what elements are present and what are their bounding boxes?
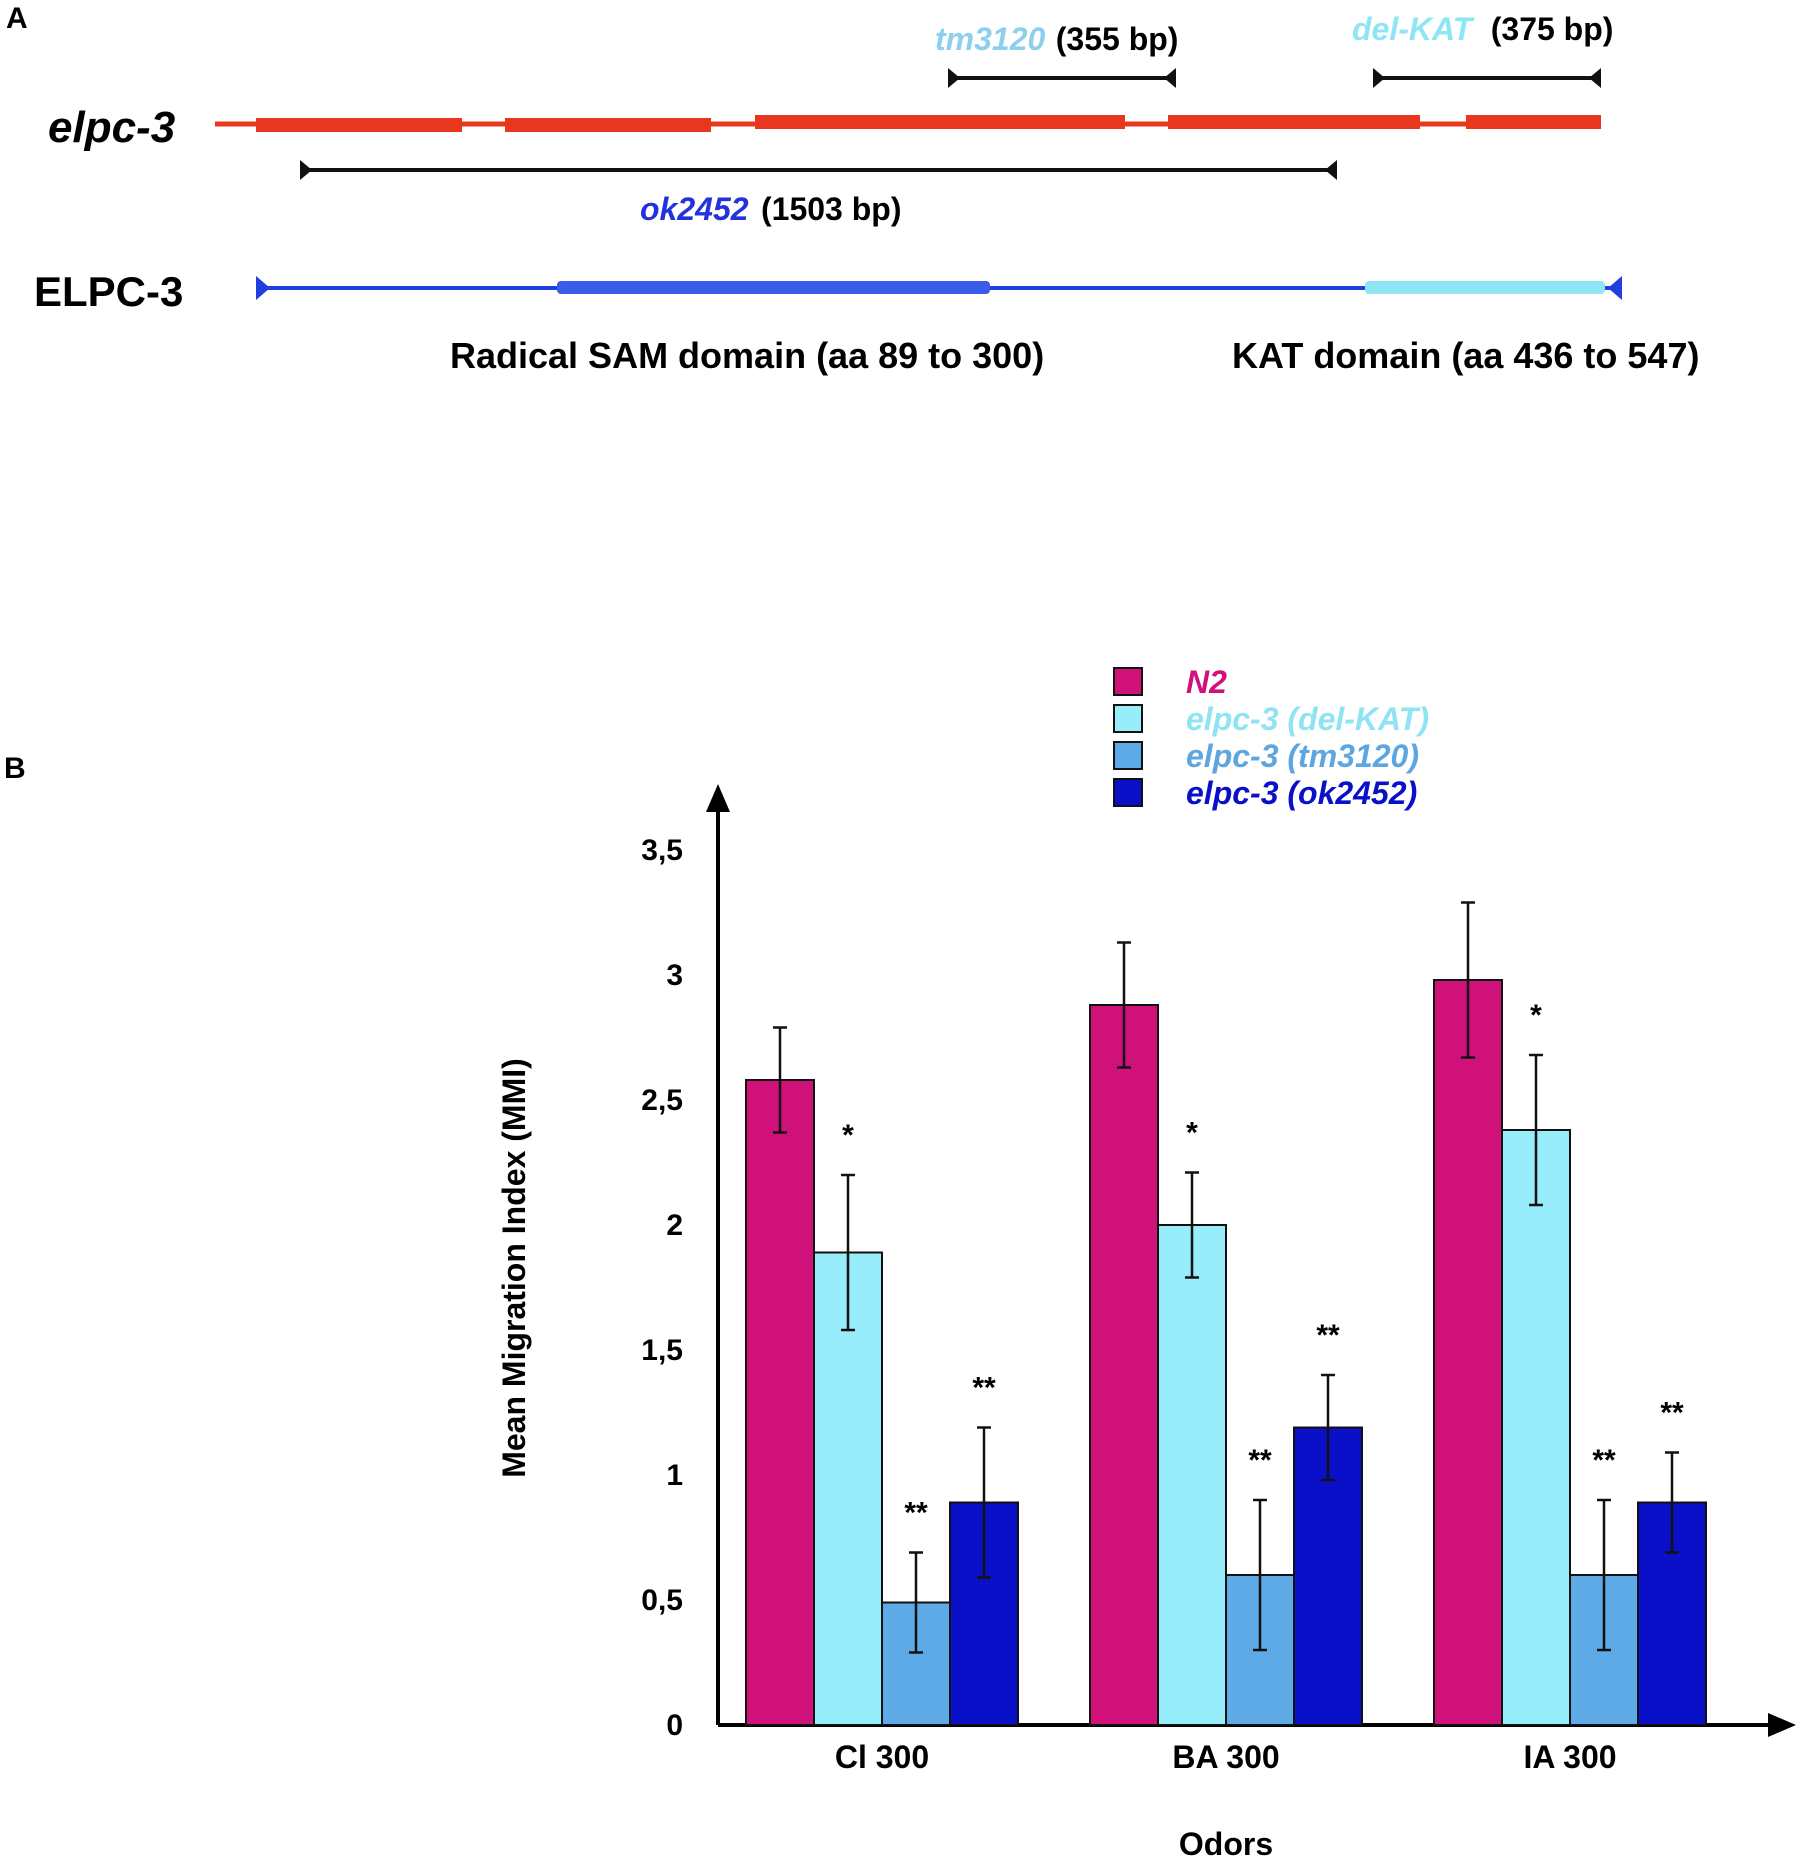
legend-label: elpc-3 (ok2452) [1186,775,1417,811]
significance-mark: ** [1592,1444,1616,1477]
x-category-label: BA 300 [1172,1739,1279,1775]
gene-exon-1 [256,118,462,132]
significance-mark: ** [1316,1319,1340,1352]
deletion-ok2452-name: ok2452 [640,191,749,227]
legend-swatch [1113,741,1143,770]
significance-mark: * [842,1119,854,1152]
legend-swatch [1113,704,1143,733]
kat-domain-label: KAT domain (aa 436 to 547) [1232,335,1699,376]
deletion-tm3120-text: tm3120 (355 bp) [935,21,1178,57]
y-tick-label: 0 [666,1709,683,1742]
kat-domain [1365,281,1605,294]
deletion-delkat-text: del-KAT (375 bp) [1352,11,1613,47]
protein-label: ELPC-3 [34,268,183,315]
legend-label: N2 [1186,664,1227,700]
deletion-delkat: del-KAT (375 bp) [1352,11,1613,88]
y-tick-label: 3,5 [641,834,683,867]
deletion-ok2452-text: ok2452 (1503 bp) [640,191,901,227]
deletion-delkat-size: (375 bp) [1491,11,1614,47]
y-axis-arrow [706,784,730,812]
significance-mark: * [1530,999,1542,1032]
gene-exon-5 [1466,115,1601,129]
y-axis-title: Mean Migration Index (MMI) [496,1058,532,1478]
y-tick-label: 1,5 [641,1334,683,1367]
significance-mark: ** [904,1497,928,1530]
panel-a: A elpc-3 tm3120 (355 bp) [6,2,1699,376]
significance-mark: * [1186,1117,1198,1150]
significance-mark: ** [972,1372,996,1405]
radical-sam-domain-label: Radical SAM domain (aa 89 to 300) [450,335,1044,376]
deletion-delkat-name: del-KAT [1352,11,1475,47]
deletion-tm3120-left-cap [948,68,960,88]
significance-mark: ** [1248,1444,1272,1477]
gene-label: elpc-3 [48,103,175,152]
bar [745,1079,815,1726]
protein-end-cap [1608,276,1622,300]
protein-start-cap [256,276,270,300]
deletion-tm3120-size: (355 bp) [1056,21,1179,57]
gene-exon-3 [755,115,1125,129]
legend-label: elpc-3 (del-KAT) [1186,701,1429,737]
legend-swatch [1113,778,1143,807]
x-axis-title: Odors [1179,1826,1273,1862]
chart-error-bars [773,901,1679,1654]
panel-b-label: B [4,752,26,785]
bar [1089,1004,1159,1726]
deletion-tm3120-name: tm3120 [935,21,1046,57]
deletion-ok2452: ok2452 (1503 bp) [300,160,1337,227]
radical-sam-domain [557,281,990,294]
deletion-delkat-left-cap [1373,68,1385,88]
y-tick-label: 1 [666,1459,683,1492]
deletion-tm3120-right-cap [1164,68,1176,88]
panel-a-label: A [6,2,28,35]
deletion-ok2452-size: (1503 bp) [761,191,901,227]
x-category-labels: Cl 300 BA 300 IA 300 [835,1739,1617,1775]
y-tick-label: 0,5 [641,1584,683,1617]
x-axis-arrow [1768,1713,1796,1737]
gene-exon-4 [1168,115,1420,129]
deletion-ok2452-right-cap [1325,160,1337,180]
legend-swatch [1113,667,1143,696]
protein-model [256,276,1622,300]
y-tick-label: 2,5 [641,1084,683,1117]
deletion-delkat-right-cap [1589,68,1601,88]
gene-exon-2 [505,118,711,132]
y-tick-label: 2 [666,1209,683,1242]
chart-bars [745,979,1707,1726]
bar [1433,979,1503,1726]
bar [1501,1129,1571,1726]
deletion-tm3120: tm3120 (355 bp) [935,21,1178,88]
x-category-label: IA 300 [1523,1739,1616,1775]
y-tick-label: 3 [666,959,683,992]
chart-significance-marks: *************** [842,999,1684,1530]
bar [1157,1224,1227,1726]
legend-label: elpc-3 (tm3120) [1186,738,1419,774]
gene-model [215,115,1601,132]
x-category-label: Cl 300 [835,1739,929,1775]
significance-mark: ** [1660,1397,1684,1430]
y-tick-labels: 0 0,5 1 1,5 2 2,5 3 3,5 [641,834,683,1742]
deletion-ok2452-left-cap [300,160,312,180]
